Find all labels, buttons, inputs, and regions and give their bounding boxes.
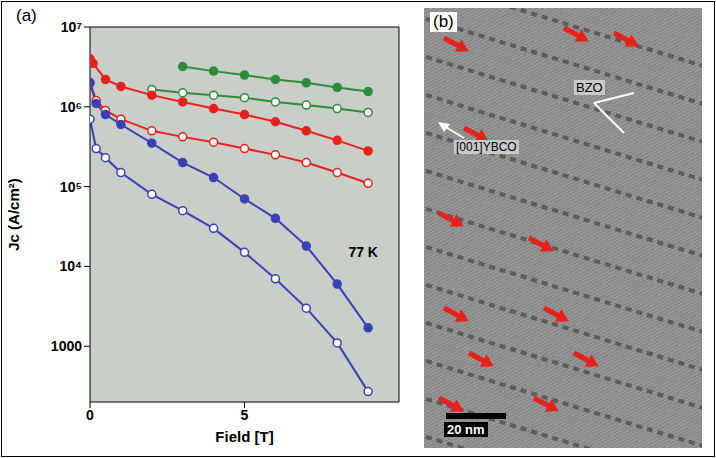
svg-text:10⁵: 10⁵ xyxy=(60,179,82,195)
html-text:[001]YBCO: [001]YBCO xyxy=(456,140,517,154)
svg-text:10⁶: 10⁶ xyxy=(60,99,82,115)
svg-text:Field [T]: Field [T] xyxy=(215,428,273,445)
svg-text:5: 5 xyxy=(241,407,249,423)
svg-text:10⁴: 10⁴ xyxy=(60,258,83,274)
svg-text:10⁷: 10⁷ xyxy=(61,19,83,35)
svg-text:77 K: 77 K xyxy=(348,244,378,260)
svg-text:Jc (A/cm²): Jc (A/cm²) xyxy=(5,178,22,251)
svg-text:1000: 1000 xyxy=(51,338,82,354)
svg-text:0: 0 xyxy=(86,407,94,423)
html-text:(b): (b) xyxy=(433,12,454,31)
html-text:(a): (a) xyxy=(16,6,37,25)
html-text:BZO: BZO xyxy=(576,80,603,95)
html-text:20 nm: 20 nm xyxy=(447,422,485,437)
